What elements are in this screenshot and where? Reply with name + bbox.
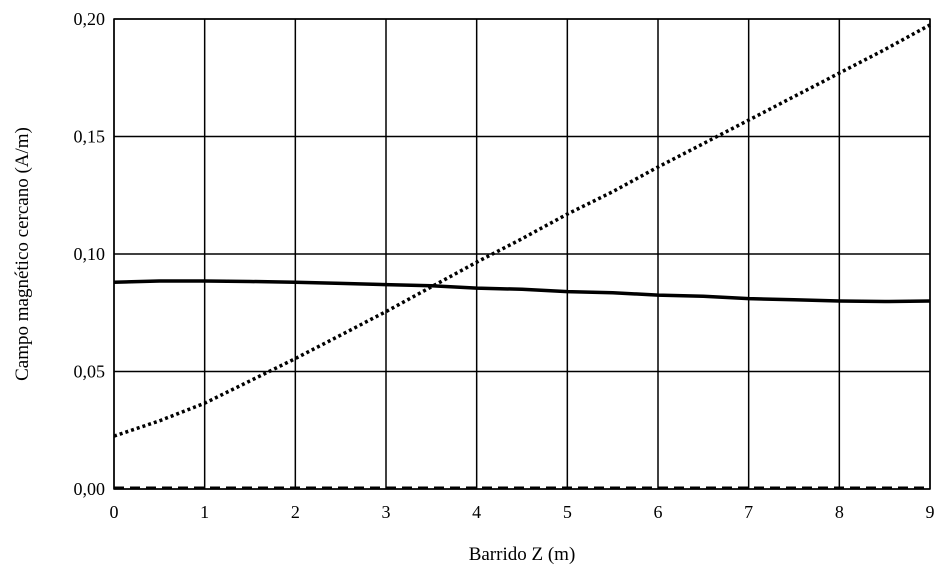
x-tick-label: 4 xyxy=(472,502,481,522)
x-tick-label: 7 xyxy=(744,502,753,522)
y-tick-label: 0,15 xyxy=(74,127,106,147)
x-tick-label: 8 xyxy=(835,502,844,522)
x-tick-label: 3 xyxy=(382,502,391,522)
x-axis-title: Barrido Z (m) xyxy=(469,544,576,565)
x-tick-label: 1 xyxy=(200,502,209,522)
x-tick-label: 5 xyxy=(563,502,572,522)
x-tick-label: 2 xyxy=(291,502,300,522)
series-line-solid xyxy=(113,279,931,304)
x-tick-label: 0 xyxy=(110,502,119,522)
x-tick-label: 6 xyxy=(654,502,663,522)
y-tick-labels: 0,00 0,05 0,10 0,15 0,20 xyxy=(74,9,106,499)
y-tick-label: 0,20 xyxy=(74,9,106,29)
series-layer xyxy=(113,23,931,490)
x-tick-label: 9 xyxy=(926,502,935,522)
y-tick-label: 0,05 xyxy=(74,362,106,382)
y-tick-label: 0,00 xyxy=(74,479,106,499)
y-axis-title: Campo magnético cercano (A/m) xyxy=(12,127,33,381)
y-tick-label: 0,10 xyxy=(74,244,106,264)
plot-area-frame xyxy=(113,18,931,490)
x-tick-labels: 0 1 2 3 4 5 6 7 8 9 xyxy=(110,502,935,522)
series-line-dotted xyxy=(113,23,931,438)
